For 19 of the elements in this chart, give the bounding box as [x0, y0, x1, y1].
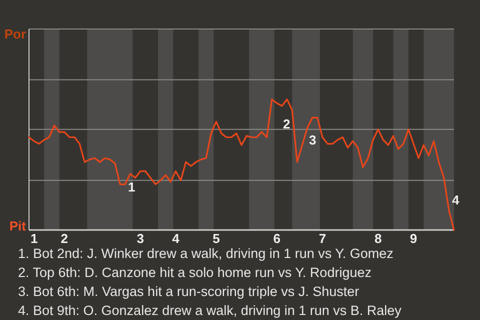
x-tick-label: 3 [136, 231, 144, 246]
text: 4. Bot 9th: O. Gonzalez drew a walk, driving in 1 run vs B. Raley [18, 303, 402, 318]
text: 1. Bot 2nd: J. Winker drew a walk, driving in 1 run vs Y. Gomez [18, 246, 394, 261]
x-tick-label: 1 [30, 231, 38, 246]
x-tick-label: 7 [318, 231, 326, 246]
text: Pit [9, 218, 27, 234]
x-tick-label: 8 [374, 231, 382, 246]
x-tick-label: 9 [410, 231, 418, 246]
annotation: 2 [283, 116, 290, 132]
text: 3. Bot 6th: M. Vargas hit a run-scoring triple vs J. Shuster [18, 284, 360, 299]
text: Por [4, 26, 26, 42]
x-tick-label: 2 [60, 231, 68, 246]
x-tick-label: 6 [273, 231, 281, 246]
x-tick-label: 4 [172, 231, 180, 246]
x-tick-label: 5 [212, 231, 220, 246]
annotation: 1 [128, 179, 136, 194]
text: 2. Top 6th: D. Canzone hit a solo home run vs Y. Rodriguez [18, 265, 372, 280]
annotation: 3 [309, 132, 316, 148]
annotation: 4 [452, 192, 460, 208]
